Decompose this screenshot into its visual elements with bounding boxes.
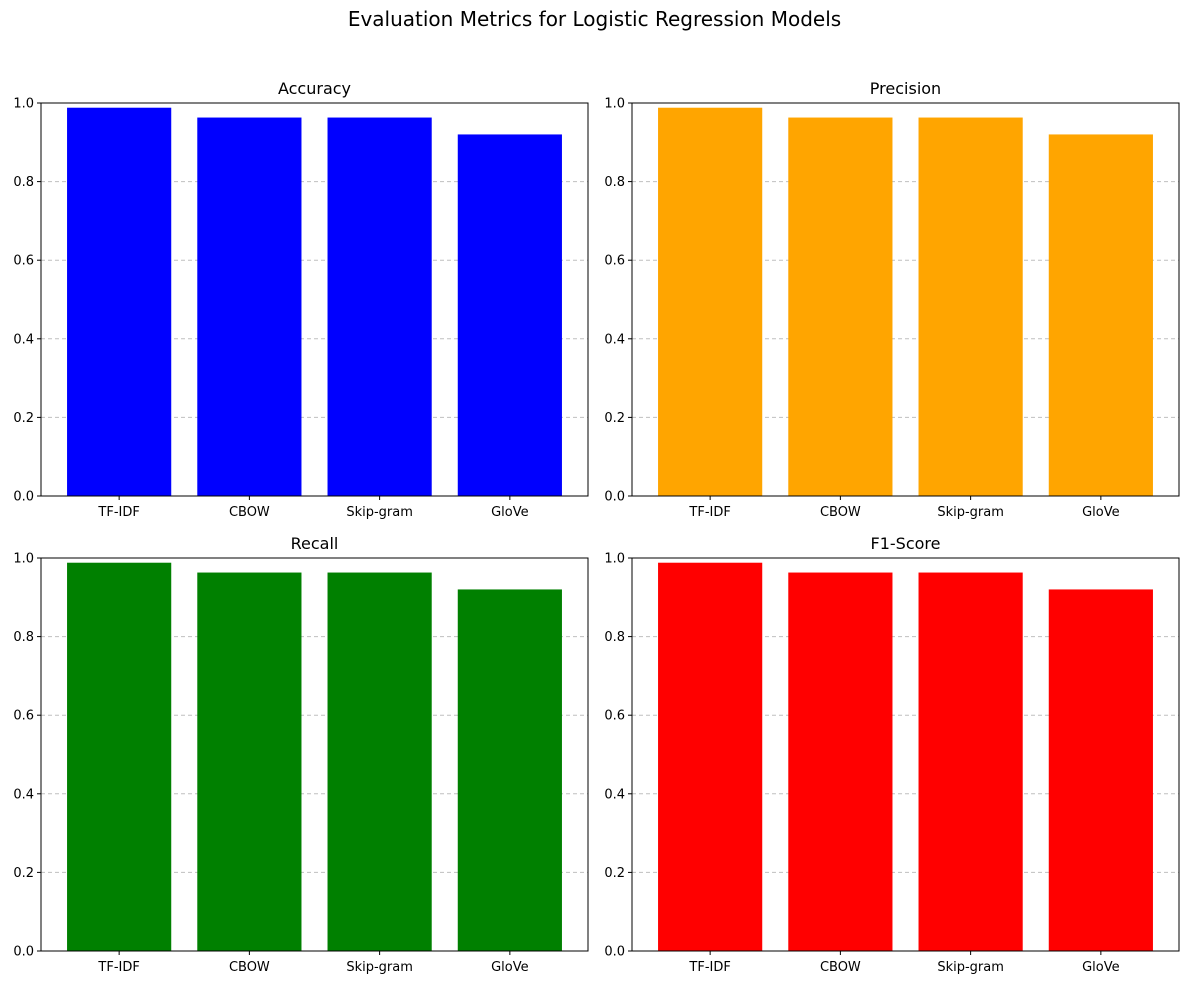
subplot-recall: Recall 0.0 0.2 0.4 0.6 0.8 1.0 TF-IDF CBOW Skip-g… <box>13 534 589 975</box>
bar-tf-idf <box>67 562 172 951</box>
axes-frame <box>631 557 1180 952</box>
y-tick-label: 0.2 <box>604 411 625 426</box>
y-tick-label: 1.0 <box>13 552 34 567</box>
y-tick-label: 1.0 <box>13 97 34 112</box>
x-tick-label: CBOW <box>820 960 861 975</box>
bar-glove <box>457 589 562 951</box>
axes-frame <box>40 102 589 497</box>
bar-skip-gram <box>918 572 1023 951</box>
subplot-title: F1-Score <box>871 534 941 553</box>
x-tick-label: GloVe <box>491 960 529 975</box>
y-tick-label: 0.4 <box>604 787 625 802</box>
y-tick-label: 0.6 <box>13 709 34 724</box>
bar-cbow <box>197 572 302 951</box>
subplot-accuracy: Accuracy 0.0 0.2 0.4 0.6 0.8 1.0 TF-IDF CBOW Skip… <box>13 79 589 520</box>
y-tick-label: 0.2 <box>13 411 34 426</box>
bar-skip-gram <box>327 117 432 496</box>
x-tick-label: TF-IDF <box>97 505 139 520</box>
axes-frame <box>631 102 1180 497</box>
bar-glove <box>1048 134 1153 496</box>
x-tick-label: TF-IDF <box>688 505 730 520</box>
axes-frame <box>40 557 589 952</box>
x-tick-label: CBOW <box>229 960 270 975</box>
bar-cbow <box>788 117 893 496</box>
bar-glove <box>1048 589 1153 951</box>
subplot-f1-score: F1-Score 0.0 0.2 0.4 0.6 0.8 1.0 TF-IDF CBOW Skip… <box>604 534 1180 975</box>
y-tick-label: 0.0 <box>13 945 34 960</box>
bar-skip-gram <box>918 117 1023 496</box>
x-tick-label: GloVe <box>491 505 529 520</box>
y-tick-label: 0.6 <box>604 254 625 269</box>
bar-tf-idf <box>67 107 172 496</box>
x-tick-label: Skip-gram <box>346 505 413 520</box>
y-tick-label: 0.0 <box>604 945 625 960</box>
y-tick-label: 1.0 <box>604 97 625 112</box>
y-tick-label: 0.8 <box>13 630 34 645</box>
x-tick-label: CBOW <box>229 505 270 520</box>
y-tick-label: 1.0 <box>604 552 625 567</box>
y-tick-label: 0.4 <box>604 332 625 347</box>
bar-tf-idf <box>658 107 763 496</box>
subplot-precision: Precision 0.0 0.2 0.4 0.6 0.8 1.0 TF-IDF CBOW Ski… <box>604 79 1180 520</box>
bar-glove <box>457 134 562 496</box>
x-tick-label: GloVe <box>1082 505 1120 520</box>
y-tick-label: 0.8 <box>604 175 625 190</box>
subplot-title: Accuracy <box>278 79 351 98</box>
y-tick-label: 0.6 <box>604 709 625 724</box>
y-tick-label: 0.8 <box>604 630 625 645</box>
bar-cbow <box>788 572 893 951</box>
x-tick-label: TF-IDF <box>688 960 730 975</box>
x-tick-label: Skip-gram <box>937 505 1004 520</box>
x-tick-label: Skip-gram <box>346 960 413 975</box>
y-tick-label: 0.0 <box>604 490 625 505</box>
x-tick-label: CBOW <box>820 505 861 520</box>
y-tick-label: 0.4 <box>13 332 34 347</box>
x-tick-label: Skip-gram <box>937 960 1004 975</box>
x-tick-label: TF-IDF <box>97 960 139 975</box>
subplot-title: Precision <box>870 79 941 98</box>
y-tick-label: 0.4 <box>13 787 34 802</box>
bar-skip-gram <box>327 572 432 951</box>
y-tick-label: 0.2 <box>604 866 625 881</box>
y-tick-label: 0.0 <box>13 490 34 505</box>
y-tick-label: 0.2 <box>13 866 34 881</box>
subplot-title: Recall <box>291 534 339 553</box>
figure-title: Evaluation Metrics for Logistic Regressi… <box>348 7 841 31</box>
y-tick-label: 0.8 <box>13 175 34 190</box>
x-tick-label: GloVe <box>1082 960 1120 975</box>
bar-cbow <box>197 117 302 496</box>
y-tick-label: 0.6 <box>13 254 34 269</box>
bar-tf-idf <box>658 562 763 951</box>
